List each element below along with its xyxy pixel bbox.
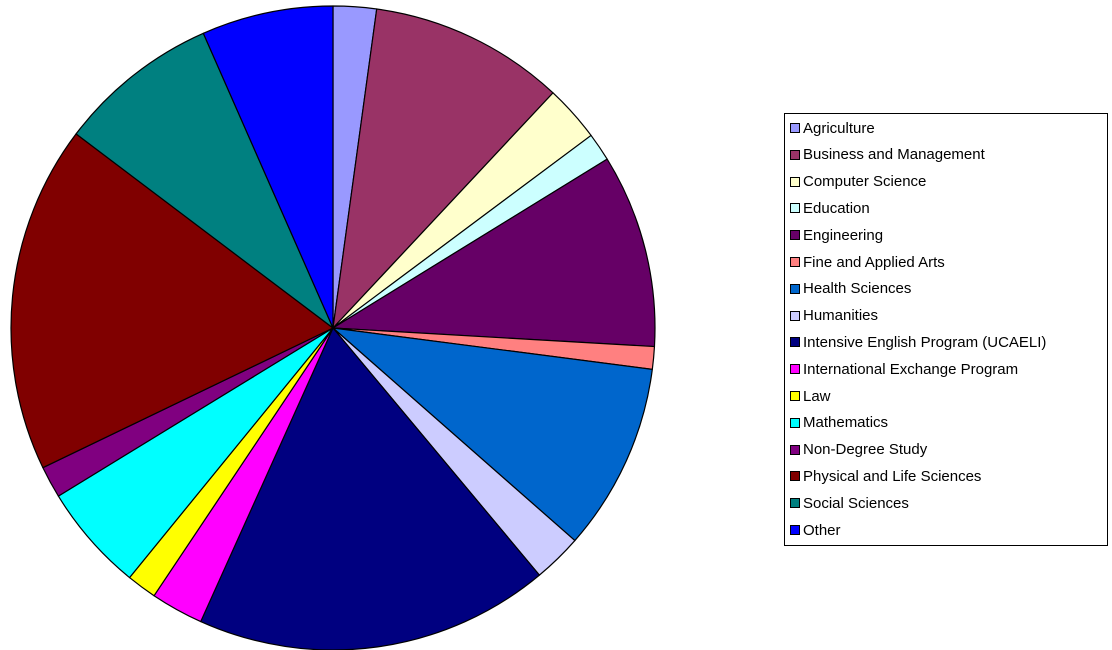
- legend-swatch: [790, 471, 800, 482]
- legend-swatch: [790, 203, 800, 214]
- legend-item: Agriculture: [790, 118, 875, 138]
- pie-slice-physical-and-life-sciences: [10, 133, 334, 469]
- legend-item: Physical and Life Sciences: [790, 466, 981, 486]
- chart-legend: Agriculture Business and Management Comput…: [784, 113, 1108, 546]
- legend-item: Computer Science: [790, 172, 926, 192]
- legend-label: Non-Degree Study: [803, 441, 928, 459]
- legend-swatch: [790, 149, 800, 160]
- legend-item: Non-Degree Study: [790, 440, 927, 460]
- legend-label: Fine and Applied Arts: [803, 253, 945, 271]
- legend-label: Computer Science: [803, 173, 927, 191]
- legend-swatch: [790, 310, 800, 321]
- legend-label: International Exchange Program: [803, 360, 1019, 378]
- pie-slice-other: [202, 5, 334, 329]
- legend-label: Business and Management: [803, 146, 985, 164]
- pie-chart: [10, 5, 656, 650]
- legend-item: Education: [790, 198, 870, 218]
- legend-label: Agriculture: [803, 119, 875, 137]
- legend-swatch: [790, 230, 800, 241]
- pie-slice-social-sciences: [75, 32, 334, 329]
- legend-swatch: [790, 176, 800, 187]
- pie-slice-business-and-management: [332, 8, 554, 329]
- legend-swatch: [790, 283, 800, 294]
- legend-swatch: [790, 525, 800, 535]
- legend-swatch: [790, 444, 800, 455]
- legend-swatch: [790, 391, 800, 401]
- legend-swatch: [790, 123, 800, 133]
- legend-item: Engineering: [790, 225, 883, 245]
- legend-label: Physical and Life Sciences: [803, 467, 982, 485]
- legend-item: Mathematics: [790, 413, 888, 433]
- legend-item: Social Sciences: [790, 493, 909, 513]
- legend-swatch: [790, 257, 800, 267]
- legend-item: Humanities: [790, 306, 878, 326]
- legend-item: Fine and Applied Arts: [790, 252, 945, 272]
- legend-label: Humanities: [803, 307, 879, 325]
- legend-item: Health Sciences: [790, 279, 911, 299]
- legend-item: Intensive English Program (UCAELI): [790, 332, 1046, 352]
- pie-slice-intensive-english-program-ucaeli: [200, 327, 541, 650]
- legend-label: Health Sciences: [803, 280, 912, 298]
- legend-swatch: [790, 498, 800, 509]
- pie-slice-health-sciences: [332, 327, 653, 542]
- legend-label: Social Sciences: [803, 494, 909, 512]
- legend-swatch: [790, 337, 800, 348]
- legend-label: Mathematics: [803, 414, 889, 432]
- legend-label: Intensive English Program (UCAELI): [803, 333, 1047, 351]
- legend-label: Law: [803, 387, 831, 405]
- legend-label: Engineering: [803, 226, 884, 244]
- legend-label: Other: [803, 521, 841, 539]
- legend-item: Other: [790, 520, 841, 540]
- legend-swatch: [790, 364, 800, 375]
- legend-item: Business and Management: [790, 145, 985, 165]
- legend-label: Education: [803, 199, 870, 217]
- legend-item: Law: [790, 386, 831, 406]
- legend-item: International Exchange Program: [790, 359, 1018, 379]
- legend-swatch: [790, 417, 800, 428]
- pie-slice-engineering: [332, 158, 656, 348]
